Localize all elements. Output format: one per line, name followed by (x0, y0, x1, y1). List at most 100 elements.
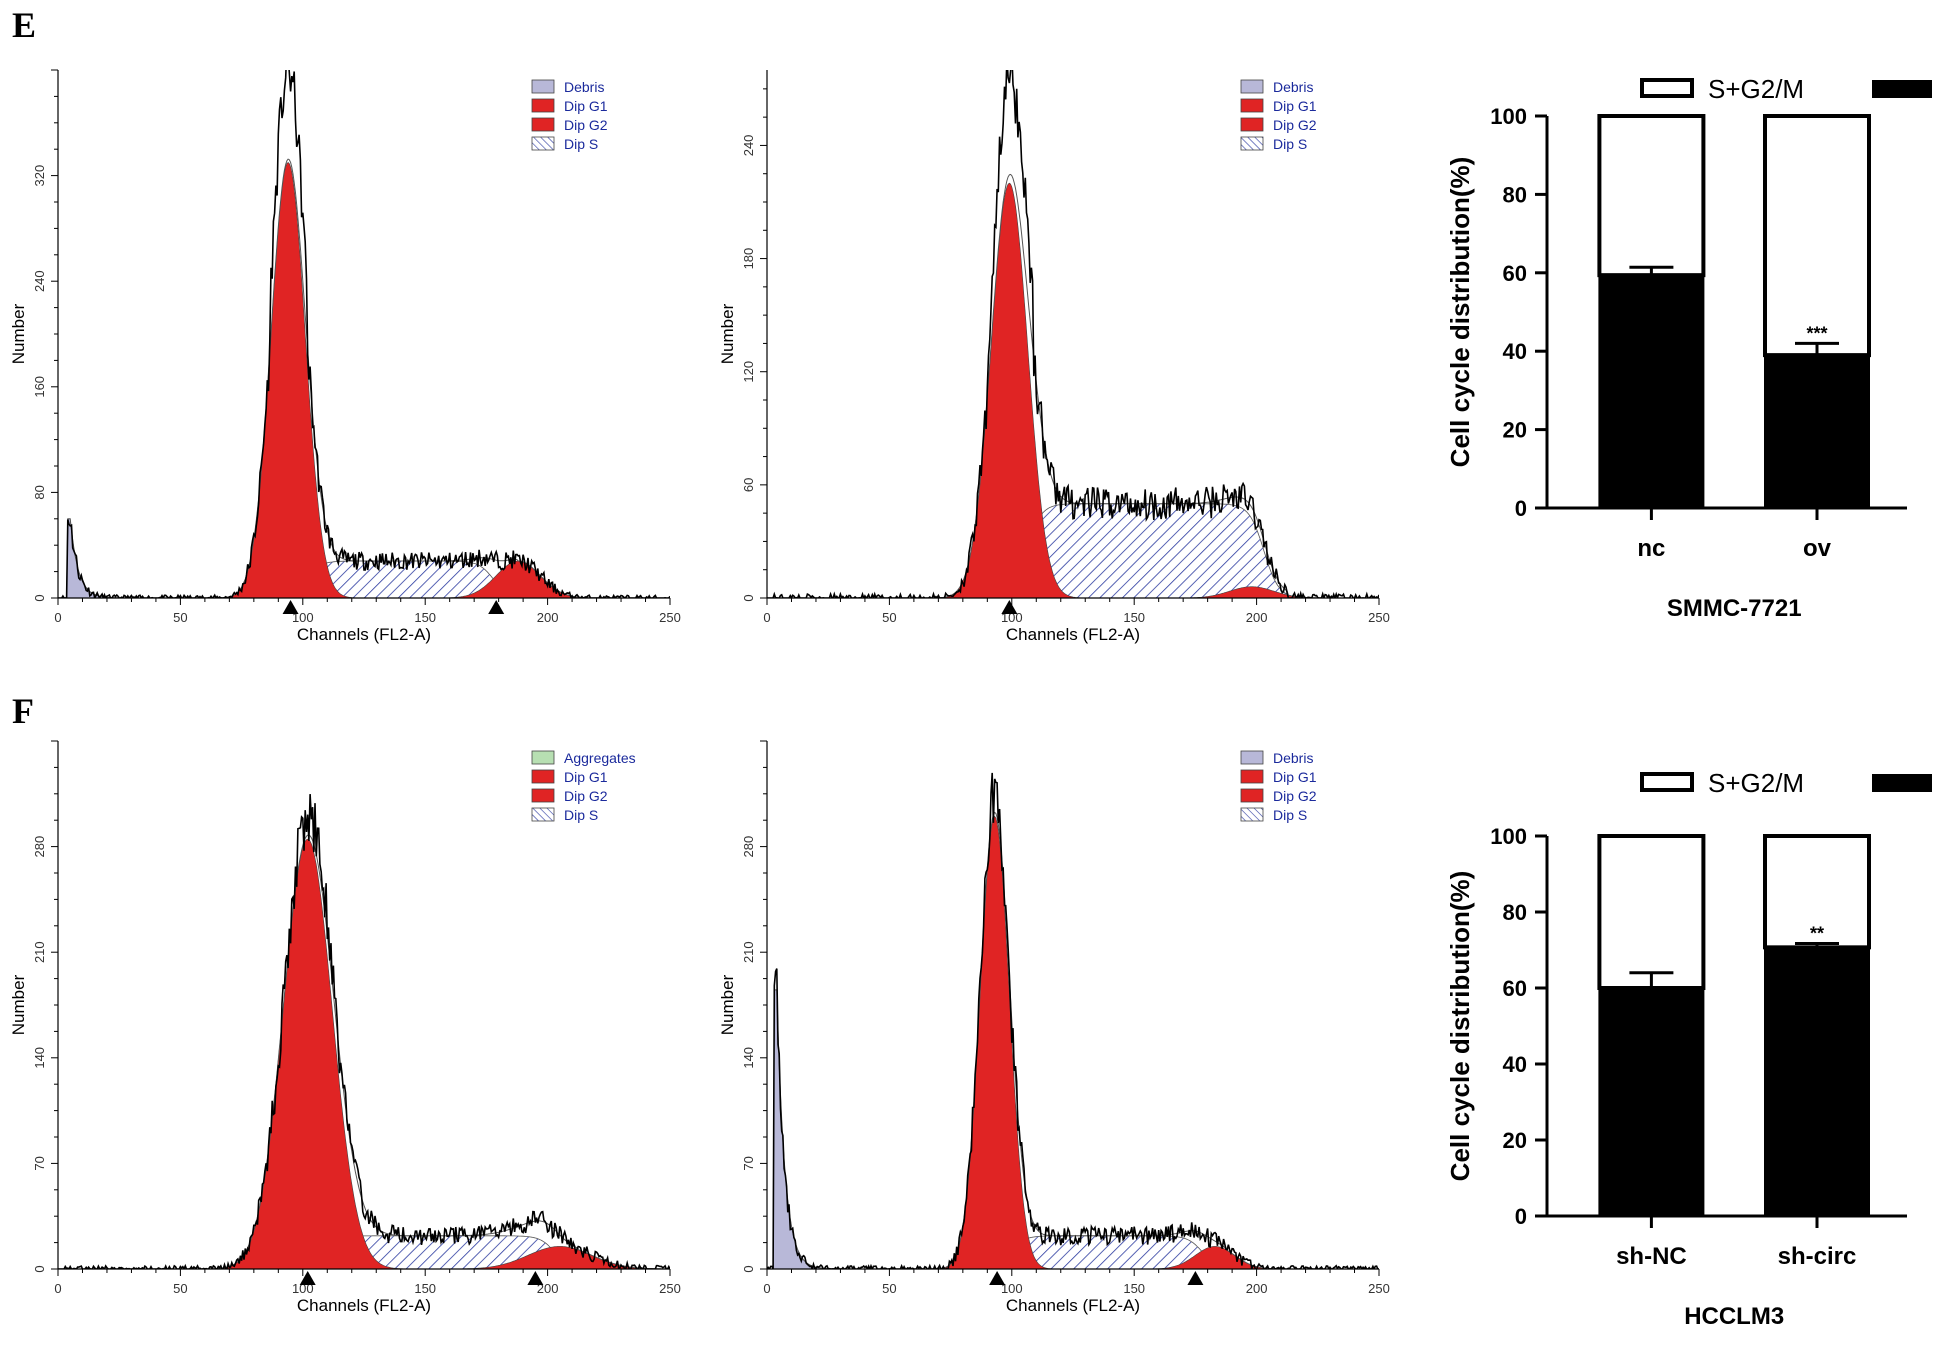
legend-swatch (1240, 750, 1264, 765)
y-tick-label: 210 (32, 941, 47, 963)
legend-label: Debris (564, 79, 604, 95)
legend-swatch (531, 117, 555, 132)
legend-label: Dip S (564, 136, 598, 152)
x-tick-label: 200 (1246, 610, 1268, 625)
legend-swatch-s-g2m (1640, 772, 1694, 792)
legend-label: Debris (1273, 79, 1313, 95)
x-tick-label: 150 (1123, 1281, 1145, 1296)
x-axis-title: Channels (FL2-A) (1006, 1296, 1140, 1315)
y-tick-label: 20 (1503, 1128, 1527, 1153)
y-tick-label: 180 (741, 248, 756, 270)
x-tick-label: 100 (1001, 1281, 1023, 1296)
x-tick-label: 250 (1368, 1281, 1390, 1296)
x-tick-label: 50 (882, 1281, 896, 1296)
x-axis-title: Channels (FL2-A) (297, 625, 431, 644)
y-tick-label: 100 (1490, 104, 1527, 129)
bar-g0g1 (1598, 274, 1705, 510)
bar-s-g2m (1597, 114, 1706, 278)
legend-label: Debris (1273, 750, 1313, 766)
x-category-label: sh-NC (1616, 1243, 1687, 1270)
legend-label: Dip G1 (564, 769, 608, 785)
peak-marker-triangle (488, 600, 505, 614)
x-tick-label: 0 (763, 1281, 770, 1296)
y-tick-label: 60 (1503, 976, 1527, 1001)
x-tick-label: 250 (1368, 610, 1390, 625)
significance-marker: *** (1806, 323, 1827, 343)
histogram-chart-4: 0 50 100 150 200 250 0 70 140 210 280 Channels (FL2… (718, 740, 1390, 1315)
y-tick-label: 0 (741, 594, 756, 601)
legend-label: Dip G2 (564, 117, 608, 133)
x-tick-label: 50 (173, 610, 187, 625)
y-tick-label: 20 (1503, 418, 1527, 443)
s-phase-area (767, 1235, 1379, 1269)
x-tick-label: 250 (659, 1281, 681, 1296)
y-axis-title: Number (9, 974, 28, 1035)
x-tick-label: 150 (414, 610, 436, 625)
y-axis-title: Number (9, 303, 28, 364)
x-axis-title: SMMC-7721 (1667, 595, 1802, 622)
y-tick-label: 80 (32, 485, 47, 499)
legend-label: Dip G2 (1273, 117, 1317, 133)
legend-swatch (531, 769, 555, 784)
legend-swatch (531, 136, 555, 151)
legend-swatch-s-g2m (1640, 78, 1694, 98)
y-tick-label: 70 (741, 1156, 756, 1170)
legend-label: Aggregates (564, 750, 636, 766)
legend-swatch (531, 750, 555, 765)
legend-swatch (1240, 136, 1264, 151)
peak-marker-triangle (1001, 600, 1018, 614)
legend-swatch (1240, 807, 1264, 822)
legend-label: S+G2/M (1708, 74, 1804, 104)
legend-swatch (1240, 98, 1264, 113)
y-tick-label: 0 (1515, 1204, 1527, 1229)
s-phase-area (767, 503, 1379, 598)
legend-label: Dip G1 (564, 98, 608, 114)
legend-label: Dip S (564, 807, 598, 823)
legend-swatch (531, 79, 555, 94)
x-tick-label: 0 (54, 1281, 61, 1296)
y-tick-label: 240 (32, 270, 47, 292)
legend-swatch (1240, 79, 1264, 94)
legend-label: Dip G2 (564, 788, 608, 804)
legend-label: Dip S (1273, 136, 1307, 152)
legend-swatch (1240, 769, 1264, 784)
x-category-label: ov (1803, 535, 1832, 562)
peak-marker-triangle (527, 1271, 544, 1285)
y-tick-label: 210 (741, 941, 756, 963)
x-tick-label: 200 (537, 610, 559, 625)
bar-g0g1 (1598, 987, 1705, 1217)
legend-label: Dip G2 (1273, 788, 1317, 804)
y-tick-label: 40 (1503, 1052, 1527, 1077)
x-tick-label: 50 (173, 1281, 187, 1296)
g2-area (58, 1246, 670, 1269)
x-category-label: nc (1637, 535, 1665, 562)
y-tick-label: 0 (1515, 496, 1527, 521)
y-tick-label: 280 (741, 836, 756, 858)
y-tick-label: 40 (1503, 339, 1527, 364)
legend-swatch (531, 807, 555, 822)
y-axis-title: Number (718, 303, 737, 364)
y-tick-label: 160 (32, 376, 47, 398)
y-tick-label: 80 (1503, 900, 1527, 925)
panel-letter-f: F (12, 691, 34, 731)
y-tick-label: 0 (741, 1265, 756, 1272)
stacked-bar-chart-2: 0 20 40 60 80 100 Cell cycle distribution(%) nc… (1445, 74, 1932, 622)
x-tick-label: 200 (1246, 1281, 1268, 1296)
legend-swatch (1240, 117, 1264, 132)
x-tick-label: 0 (763, 610, 770, 625)
bar-s-g2m (1763, 834, 1871, 950)
x-tick-label: 250 (659, 610, 681, 625)
debris-area (767, 989, 1379, 1269)
y-tick-label: 60 (741, 478, 756, 492)
y-tick-label: 320 (32, 165, 47, 187)
significance-marker: ** (1810, 924, 1824, 944)
model-fit-line (58, 834, 670, 1269)
legend-swatch-g0g1 (1872, 80, 1932, 98)
x-tick-label: 150 (414, 1281, 436, 1296)
histogram-line (767, 70, 1379, 598)
y-tick-label: 140 (32, 1047, 47, 1069)
